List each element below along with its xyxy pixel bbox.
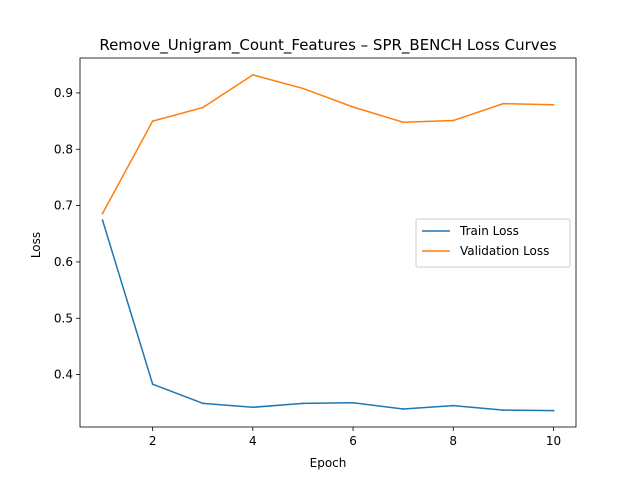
x-tick-label: 2 <box>149 434 157 448</box>
x-tick-label: 6 <box>349 434 357 448</box>
y-tick-label: 0.9 <box>54 86 73 100</box>
chart-title: Remove_Unigram_Count_Features – SPR_BENC… <box>99 36 557 55</box>
legend-label: Train Loss <box>459 224 519 238</box>
data-point <box>151 383 154 386</box>
x-tick-label: 8 <box>449 434 457 448</box>
data-point <box>552 409 555 412</box>
data-point <box>251 406 254 409</box>
data-point <box>352 106 354 108</box>
legend-label: Validation Loss <box>460 244 549 258</box>
data-point <box>502 409 505 411</box>
data-point <box>402 121 405 124</box>
x-axis-label: Epoch <box>310 456 347 470</box>
data-point <box>302 87 304 90</box>
data-point <box>101 219 104 222</box>
y-axis-label: Loss <box>29 232 43 258</box>
data-point <box>251 74 254 76</box>
data-point <box>402 408 405 410</box>
data-point <box>502 102 505 105</box>
y-tick-label: 0.6 <box>54 255 73 269</box>
data-point <box>452 119 455 122</box>
data-point <box>151 120 154 122</box>
x-tick-label: 4 <box>249 434 257 448</box>
data-point <box>352 401 354 404</box>
data-point <box>302 402 304 405</box>
y-tick-label: 0.8 <box>54 142 73 156</box>
data-point <box>101 212 104 215</box>
data-point <box>452 404 455 407</box>
data-point <box>201 106 204 109</box>
axes-frame <box>79 57 577 428</box>
data-point <box>552 103 555 106</box>
legend-box <box>415 218 571 268</box>
x-tick-label: 10 <box>546 434 561 448</box>
y-tick-label: 0.7 <box>54 199 73 213</box>
plot-area: 2 4 6 8 10 0.4 0.5 0.6 0.7 0.8 0.9 <box>54 57 577 448</box>
data-point <box>201 402 204 405</box>
y-tick-label: 0.4 <box>54 368 73 382</box>
y-tick-label: 0.5 <box>54 311 73 325</box>
series-line-validation-loss <box>101 74 555 215</box>
legend: Train Loss Validation Loss <box>415 218 571 268</box>
series-line-train-loss <box>101 219 555 412</box>
